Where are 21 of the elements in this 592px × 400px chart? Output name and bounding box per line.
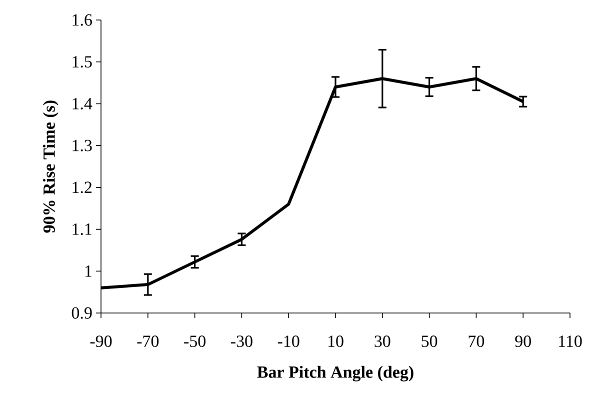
x-tick-label: -70 <box>137 336 159 348</box>
x-axis-title: Bar Pitch Angle (deg) <box>257 366 414 382</box>
x-tick-label: 50 <box>422 336 438 348</box>
y-tick-label: 1.4 <box>72 98 92 110</box>
x-tick-label: -30 <box>231 336 252 348</box>
y-tick-label: 1.2 <box>72 182 92 194</box>
x-tick-label: -90 <box>90 336 112 348</box>
y-tick-label: 1.6 <box>72 14 92 26</box>
y-tick-label: 0.9 <box>72 307 92 319</box>
y-tick-label: 1.5 <box>72 56 92 68</box>
x-tick-label: -10 <box>278 336 300 348</box>
x-tick-label: 30 <box>374 336 390 348</box>
y-tick-label: 1 <box>85 266 92 277</box>
x-tick-label: -50 <box>184 336 206 348</box>
y-tick-label: 1.3 <box>72 140 92 152</box>
x-tick-label: 90 <box>515 336 531 348</box>
y-tick-label: 1.1 <box>72 224 92 236</box>
x-tick-label: 110 <box>559 336 582 348</box>
x-tick-label: 70 <box>468 336 484 348</box>
x-tick-label: 10 <box>328 336 344 348</box>
y-axis-title: 90% Rise Time (s) <box>42 100 58 233</box>
